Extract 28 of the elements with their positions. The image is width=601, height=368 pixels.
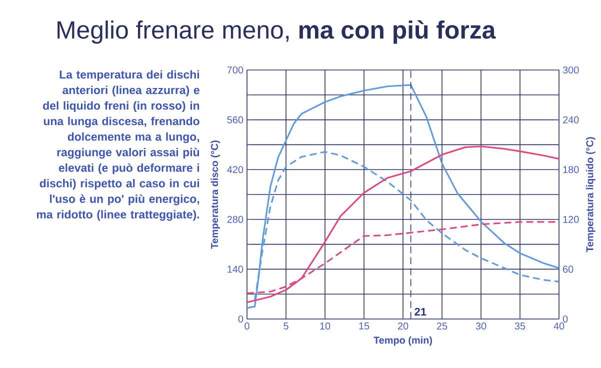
line-series [247,84,559,309]
y2-tick-label: 60 [563,266,574,273]
chart-title: Meglio frenare meno, ma con più forza [58,20,496,44]
x-tick-label: 30 [476,322,486,330]
y2-tick-label: 300 [562,66,579,74]
y-tick-label: 700 [227,66,244,74]
y-tick-label: 420 [227,166,244,174]
y2-tick-label: 240 [563,116,579,124]
y2-tick-label: 180 [563,166,579,174]
x-tick-label: 35 [514,322,526,330]
y2-tick-label: 120 [563,216,579,223]
x-tick-label: 25 [436,322,448,330]
y-tick-label: 280 [227,216,244,223]
y-axis-title: Temperatura disco (°C) [210,140,220,249]
x-tick-label: 5 [284,322,288,330]
y-tick-label: 0 [238,315,244,323]
x-tick-label: 40 [554,322,564,330]
text: La temperatura dei dischi anteriori (linea azzurra) e del liquido freni (in rosso) in una lunga discesa, frenando dolcemente ma a lungo, raggiunge valori assai più elevati (e può deformare i dischi) rispetto al caso in cui l'uso è un po' più energico, ma ridotto (linee tratteggiate). [36,70,200,221]
x-tick-label: 15 [359,322,370,330]
y-tick-label: 560 [227,116,244,124]
y2-tick-label: 0 [562,315,568,323]
x-axis-title: Tempo (min) [374,336,432,346]
x-tick-label: 10 [320,322,330,330]
y2-axis-title: Temperatura liquido (°C) [586,137,596,252]
ref-line-label: 21 [414,308,426,316]
x-tick-label: 0 [244,322,250,330]
y-tick-label: 140 [228,266,244,273]
x-tick-label: 20 [398,322,408,330]
